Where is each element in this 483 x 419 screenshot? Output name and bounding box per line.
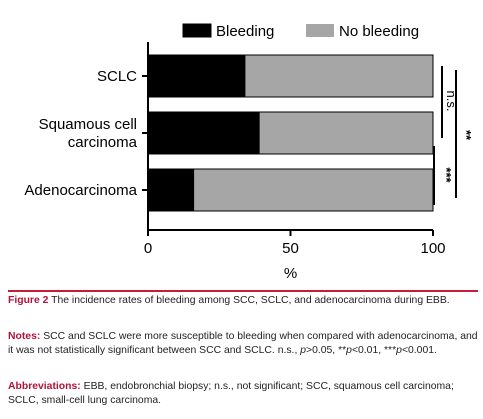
bar-no-bleeding-0 bbox=[244, 54, 434, 98]
notes-p1: p bbox=[300, 345, 307, 356]
legend-swatch-no-bleeding bbox=[306, 24, 334, 37]
abbreviations-caption: Abbreviations: EBB, endobronchial biopsy… bbox=[8, 380, 480, 408]
notes-t2: <0.01, *** bbox=[351, 345, 397, 356]
notes-text: SCC and SCLC were more susceptible to bl… bbox=[8, 331, 478, 356]
annotation-triple-star: *** bbox=[439, 167, 454, 183]
legend-swatch-bleeding bbox=[182, 23, 212, 38]
x-tick-label-2: 100 bbox=[420, 240, 445, 257]
notes-t3: <0.001. bbox=[401, 345, 437, 356]
bar-no-bleeding-2 bbox=[193, 168, 434, 212]
bar-bleeding-0 bbox=[147, 54, 246, 98]
legend-label-no-bleeding: No bleeding bbox=[339, 23, 419, 40]
caption-divider bbox=[8, 290, 478, 292]
y-tick-label-0: SCLC bbox=[97, 68, 137, 85]
figure-label: Figure 2 bbox=[8, 295, 49, 306]
notes-caption: Notes: SCC and SCLC were more susceptibl… bbox=[8, 330, 480, 358]
y-tick-label-1-line-1: carcinoma bbox=[68, 134, 138, 151]
figure-text: The incidence rates of bleeding among SC… bbox=[48, 295, 450, 306]
y-tick-label-2: Adenocarcinoma bbox=[24, 182, 137, 199]
x-axis-label: % bbox=[284, 265, 297, 282]
notes-t1: >0.05, ** bbox=[306, 345, 347, 356]
y-tick-label-1-line-0: Squamous cell bbox=[39, 116, 137, 133]
abbreviations-text: EBB, endobronchial biopsy; n.s., not sig… bbox=[8, 381, 454, 406]
abbreviations-label: Abbreviations: bbox=[8, 381, 81, 392]
bar-bleeding-2 bbox=[147, 168, 195, 212]
annotation-double-star: ** bbox=[459, 130, 474, 141]
legend-label-bleeding: Bleeding bbox=[216, 23, 274, 40]
notes-p3: p bbox=[396, 345, 402, 356]
notes-p2: p bbox=[346, 345, 352, 356]
bar-no-bleeding-1 bbox=[258, 111, 434, 155]
figure-caption: Figure 2 The incidence rates of bleeding… bbox=[8, 294, 480, 308]
bar-bleeding-1 bbox=[147, 111, 260, 155]
x-tick-label-0: 0 bbox=[144, 240, 152, 257]
notes-label: Notes: bbox=[8, 331, 41, 342]
x-tick-label-1: 50 bbox=[282, 240, 299, 257]
